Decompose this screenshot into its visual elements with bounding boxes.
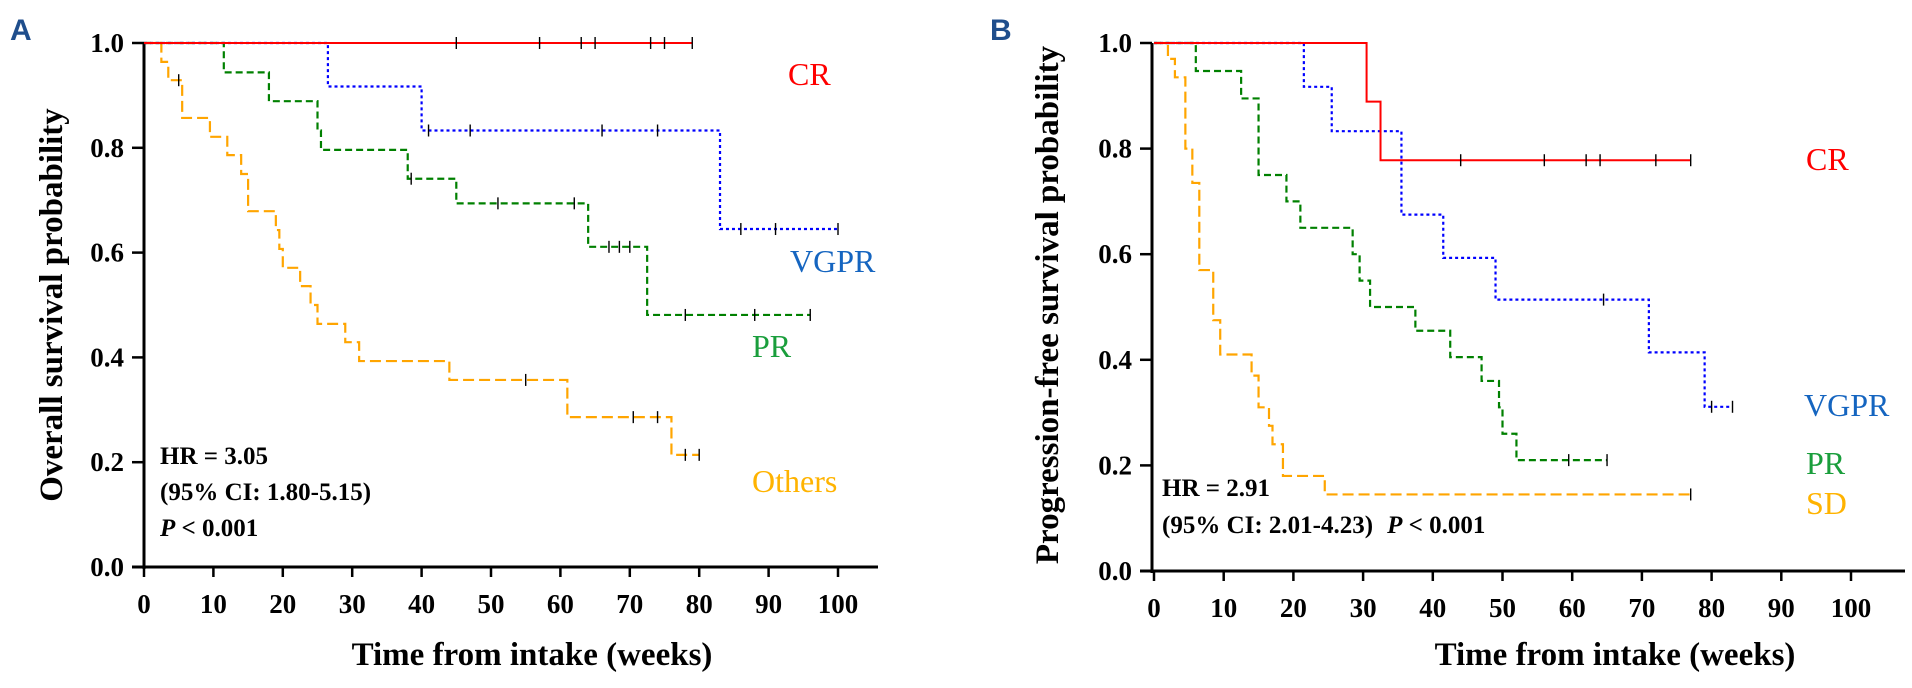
x-tick-label: 20 bbox=[1280, 593, 1307, 623]
confidence-interval: (95% CI: 1.80-5.15) bbox=[160, 479, 371, 506]
y-tick-label: 0.6 bbox=[1098, 239, 1132, 269]
curve-sd bbox=[1154, 41, 1691, 496]
x-tick-label: 50 bbox=[1489, 593, 1516, 623]
x-tick-label: 80 bbox=[1698, 593, 1725, 623]
x-tick-label: 60 bbox=[547, 589, 574, 619]
panel-b-progression-free-survival: B Progression-free survival probability … bbox=[990, 14, 1905, 673]
series-label-vgpr: VGPR bbox=[1804, 387, 1890, 423]
x-tick-label: 0 bbox=[137, 589, 151, 619]
p-value-text: < 0.001 bbox=[1402, 512, 1485, 539]
series-label-vgpr: VGPR bbox=[790, 243, 876, 279]
p-symbol: P bbox=[159, 515, 176, 542]
y-tick-label: 0.2 bbox=[90, 447, 124, 477]
survival-curves bbox=[144, 37, 839, 461]
y-tick-label: 1.0 bbox=[90, 28, 124, 58]
curve-vgpr bbox=[1154, 41, 1733, 408]
x-tick-label: 30 bbox=[1350, 593, 1377, 623]
series-label-cr: CR bbox=[788, 56, 831, 92]
x-tick-label: 70 bbox=[1628, 593, 1655, 623]
y-tick-label: 0.2 bbox=[1098, 450, 1132, 480]
y-axis-title: Progression-free survival probability bbox=[1030, 45, 1066, 564]
panel-letter-a: A bbox=[10, 14, 32, 47]
y-tick-label: 0.4 bbox=[1098, 345, 1132, 375]
series-label-others: Others bbox=[752, 463, 837, 499]
x-tick-label: 20 bbox=[269, 589, 296, 619]
x-tick-label: 80 bbox=[686, 589, 713, 619]
x-axis-title: Time from intake (weeks) bbox=[352, 637, 713, 673]
y-tick-label: 1.0 bbox=[1098, 28, 1132, 58]
p-symbol: P bbox=[1386, 512, 1403, 539]
confidence-interval: (95% CI: 2.01-4.23) bbox=[1162, 512, 1373, 539]
y-tick-label: 0.6 bbox=[90, 238, 124, 268]
x-tick-label: 40 bbox=[1419, 593, 1446, 623]
panel-letter-b: B bbox=[990, 14, 1012, 47]
hazard-ratio: HR = 3.05 bbox=[160, 443, 268, 470]
x-tick-label: 30 bbox=[339, 589, 366, 619]
x-tick-label: 90 bbox=[755, 589, 782, 619]
x-tick-label: 10 bbox=[200, 589, 227, 619]
p-value-text: < 0.001 bbox=[175, 515, 258, 542]
x-tick-label: 60 bbox=[1559, 593, 1586, 623]
x-tick-label: 40 bbox=[408, 589, 435, 619]
x-tick-label: 100 bbox=[818, 589, 859, 619]
confidence-interval-and-p: (95% CI: 2.01-4.23) P < 0.001 bbox=[1162, 512, 1485, 539]
axes: 0.0 0.2 0.4 0.6 0.8 1.0 0 10 20 30 40 50 60 70 80 90 100 bbox=[90, 28, 878, 619]
series-labels: CR VGPR PR SD bbox=[1804, 141, 1890, 521]
x-tick-label: 50 bbox=[478, 589, 505, 619]
curve-cr bbox=[1154, 42, 1691, 162]
y-tick-label: 0.8 bbox=[90, 133, 124, 163]
series-label-sd: SD bbox=[1806, 485, 1847, 521]
series-label-pr: PR bbox=[752, 328, 792, 364]
x-tick-label: 70 bbox=[616, 589, 643, 619]
series-labels: CR VGPR PR Others bbox=[752, 56, 876, 499]
hazard-ratio: HR = 2.91 bbox=[1162, 475, 1270, 502]
axes: 0.0 0.2 0.4 0.6 0.8 1.0 0 10 20 30 40 50 60 70 80 90 100 bbox=[1098, 28, 1905, 623]
x-tick-label: 90 bbox=[1768, 593, 1795, 623]
curve-vgpr bbox=[144, 41, 838, 231]
panel-a-overall-survival: A Overall survival probability Time from… bbox=[10, 14, 878, 673]
series-label-pr: PR bbox=[1806, 445, 1846, 481]
y-axis-title: Overall survival probability bbox=[34, 108, 70, 502]
x-tick-label: 0 bbox=[1147, 593, 1161, 623]
y-tick-label: 0.4 bbox=[90, 342, 124, 372]
series-label-cr: CR bbox=[1806, 141, 1849, 177]
curve-pr bbox=[144, 41, 811, 317]
curve-pr bbox=[1154, 41, 1608, 462]
p-value: P < 0.001 bbox=[159, 515, 258, 542]
x-tick-label: 100 bbox=[1831, 593, 1872, 623]
y-tick-label: 0.0 bbox=[90, 552, 124, 582]
survival-curves bbox=[1154, 41, 1734, 501]
y-tick-label: 0.8 bbox=[1098, 134, 1132, 164]
x-tick-label: 10 bbox=[1210, 593, 1237, 623]
y-tick-label: 0.0 bbox=[1098, 556, 1132, 586]
x-axis-title: Time from intake (weeks) bbox=[1435, 637, 1796, 673]
curve-others bbox=[144, 41, 700, 456]
